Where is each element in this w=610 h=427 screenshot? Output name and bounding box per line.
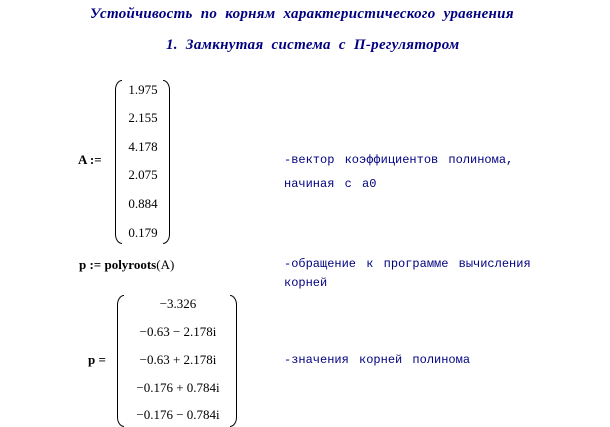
matrix-cell: 1.975 bbox=[128, 82, 158, 97]
matrix-cell: 2.155 bbox=[128, 110, 158, 125]
polyroots-arg: (A) bbox=[156, 257, 175, 272]
right-bracket bbox=[163, 80, 170, 244]
matrix-cell: 0.884 bbox=[128, 196, 158, 211]
vector-a-comment-2: начиная с а0 bbox=[284, 177, 377, 191]
matrix-cell: 4.178 bbox=[128, 139, 158, 154]
section-heading: 1. Замкнутая система с П-регулятором bbox=[166, 37, 460, 53]
matrix-cell: −0.176 + 0.784i bbox=[136, 380, 220, 395]
polyroots-comment-2: корней bbox=[284, 276, 328, 290]
matrix-cell: −0.63 + 2.178i bbox=[139, 352, 217, 367]
roots-comment: -значения корней полинома bbox=[284, 353, 471, 367]
document-title: Устойчивость по корням характеристическо… bbox=[90, 6, 514, 22]
polyroots-function: polyroots bbox=[104, 257, 157, 272]
matrix-cell: −3.326 bbox=[159, 296, 197, 311]
polyroots-expression: p := polyroots(A) bbox=[79, 257, 174, 273]
matrix-cell: 2.075 bbox=[128, 167, 158, 182]
polyroots-lhs: p := bbox=[79, 257, 105, 272]
roots-label: p = bbox=[88, 352, 106, 367]
matrix-cell: 0.179 bbox=[128, 225, 158, 240]
polyroots-comment: -обращение к программе вычисления bbox=[284, 257, 531, 271]
matrix-cell: −0.176 − 0.784i bbox=[136, 407, 220, 422]
matrix-cell: −0.63 − 2.178i bbox=[139, 324, 217, 339]
vector-a-comment: -вектор коэффициентов полинома, bbox=[284, 153, 514, 167]
left-bracket bbox=[115, 80, 122, 244]
vector-a-label: A := bbox=[78, 152, 102, 167]
